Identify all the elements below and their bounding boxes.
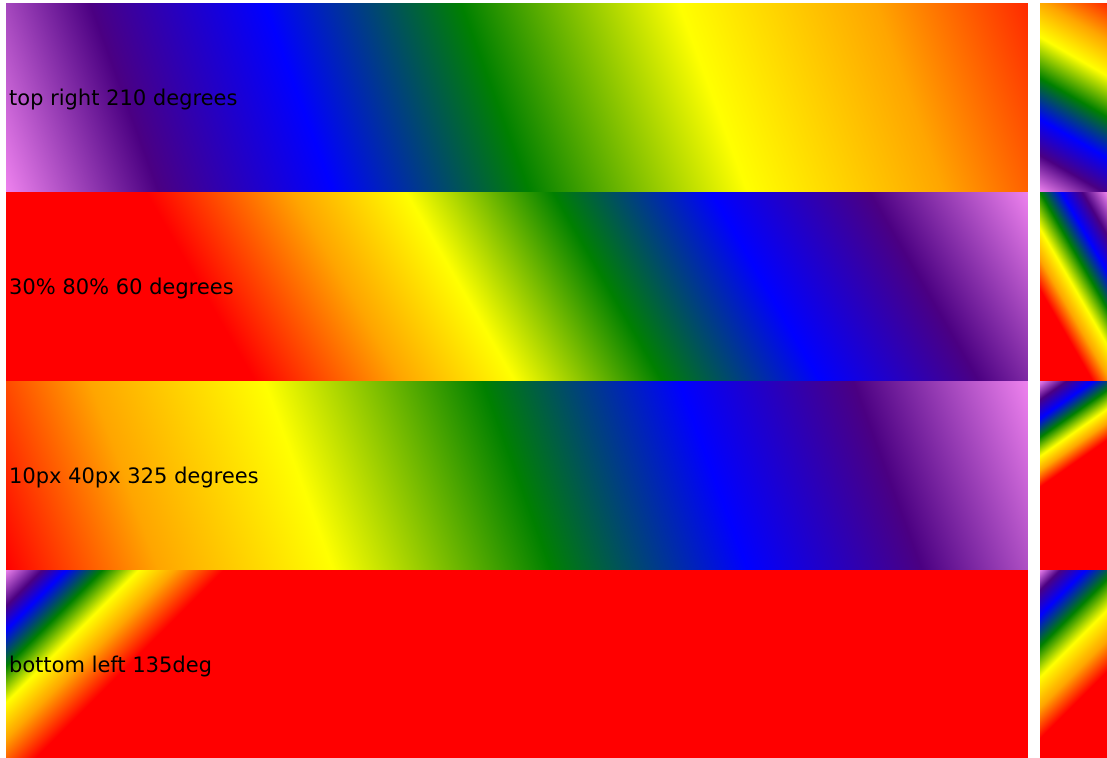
main-gradient-column: top right 210 degrees 30% 80% 60 degrees… [6,3,1028,758]
side-gradient-band-4 [1040,570,1107,758]
gradient-band-30-80-60: 30% 80% 60 degrees [6,192,1028,381]
gradient-band-10px-40px-325: 10px 40px 325 degrees [6,381,1028,570]
gradient-band-top-right-210: top right 210 degrees [6,3,1028,192]
side-gradient-band-1 [1040,3,1107,192]
gradient-band-bottom-left-135: bottom left 135deg [6,570,1028,758]
band-label: top right 210 degrees [9,85,238,110]
side-gradient-band-2 [1040,192,1107,381]
band-label: 10px 40px 325 degrees [9,463,259,488]
band-label: 30% 80% 60 degrees [9,274,234,299]
side-gradient-band-3 [1040,381,1107,570]
side-gradient-column [1040,3,1107,758]
band-label: bottom left 135deg [9,652,212,677]
